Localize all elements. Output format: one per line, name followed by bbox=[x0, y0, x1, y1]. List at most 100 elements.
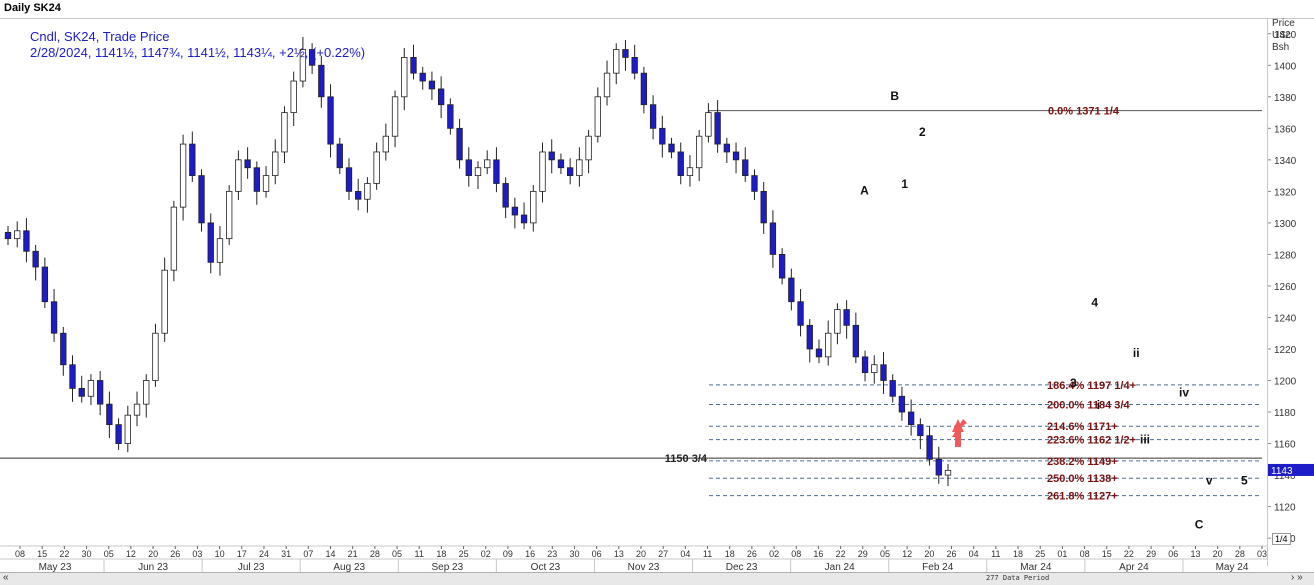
chart-title-bar: Daily SK24 bbox=[0, 0, 1314, 19]
candle-body bbox=[797, 301, 804, 326]
candle-up bbox=[539, 142, 546, 203]
date-tick-label: 24 bbox=[259, 549, 269, 559]
date-tick-label: 03 bbox=[192, 549, 202, 559]
candle-body bbox=[714, 112, 721, 145]
date-tick-label: 26 bbox=[747, 549, 757, 559]
candle-down bbox=[797, 289, 804, 337]
candle-up bbox=[585, 129, 592, 174]
legend-study: Cndl, SK24, Trade Price bbox=[30, 29, 170, 44]
candle-down bbox=[557, 153, 565, 175]
candle-body bbox=[907, 411, 915, 426]
wave-label: ii bbox=[1133, 346, 1140, 360]
wave-label: C bbox=[1195, 518, 1204, 532]
candle-body bbox=[170, 206, 178, 271]
candle-body bbox=[299, 49, 307, 82]
candle-body bbox=[198, 175, 205, 224]
y-tick-label: 1120 bbox=[1274, 503, 1296, 514]
subpanel-label[interactable]: 1/4 bbox=[1272, 533, 1291, 545]
candle-down bbox=[4, 226, 12, 245]
candle-body bbox=[880, 364, 887, 381]
scroll-bar[interactable] bbox=[0, 572, 1314, 585]
candle-up bbox=[834, 303, 841, 345]
date-tick-label: 09 bbox=[503, 549, 513, 559]
candle-body bbox=[152, 332, 159, 381]
candle-body bbox=[401, 57, 408, 98]
candle-down bbox=[50, 289, 58, 342]
chart-title: Daily SK24 bbox=[4, 2, 61, 14]
candle-body bbox=[631, 57, 638, 74]
candle-up bbox=[603, 60, 611, 106]
y-tick-label: 1280 bbox=[1274, 250, 1297, 261]
date-tick-label: 26 bbox=[946, 549, 956, 559]
candle-up bbox=[170, 200, 178, 282]
candle-body bbox=[41, 266, 49, 303]
price-axis-title: USc bbox=[1272, 30, 1291, 41]
candle-up bbox=[484, 150, 491, 175]
candle-down bbox=[880, 352, 887, 394]
candle-body bbox=[548, 151, 555, 161]
candle-down bbox=[668, 137, 675, 159]
wave-label: 1 bbox=[901, 177, 908, 191]
scroll-left-icon[interactable]: « bbox=[3, 572, 9, 583]
candle-down bbox=[935, 446, 942, 484]
date-tick-label: 31 bbox=[281, 549, 291, 559]
candle-up bbox=[373, 142, 380, 190]
date-tick-label: 20 bbox=[924, 549, 934, 559]
candle-body bbox=[428, 80, 436, 90]
candle-body bbox=[207, 222, 214, 263]
candle-up bbox=[179, 134, 187, 221]
candle-body bbox=[23, 230, 30, 252]
date-tick-label: 08 bbox=[15, 549, 25, 559]
date-tick-label: 20 bbox=[1213, 549, 1223, 559]
month-label: Apr 24 bbox=[1119, 562, 1149, 573]
date-tick-label: 05 bbox=[104, 549, 114, 559]
y-tick-label: 1320 bbox=[1274, 187, 1297, 198]
price-levels: 1150 3/4 0.0% 1371 1/4 186.4% 1197 1/4+ 200… bbox=[0, 106, 1262, 503]
candle-body bbox=[419, 72, 426, 82]
candle-body bbox=[557, 159, 565, 169]
candle-body bbox=[585, 135, 592, 161]
y-tick-label: 1180 bbox=[1274, 408, 1296, 419]
candle-down bbox=[78, 375, 85, 403]
date-tick-label: 01 bbox=[1057, 549, 1067, 559]
candle-down bbox=[806, 319, 813, 363]
month-label: Nov 23 bbox=[628, 562, 660, 573]
candle-down bbox=[732, 142, 740, 174]
y-tick-label: 1360 bbox=[1274, 124, 1297, 135]
candle-body bbox=[308, 49, 316, 66]
candle-body bbox=[686, 167, 694, 177]
date-tick-label: 18 bbox=[725, 549, 735, 559]
candle-down bbox=[778, 248, 786, 285]
candle-body bbox=[594, 96, 601, 137]
month-label: Jan 24 bbox=[825, 562, 855, 573]
date-tick-label: 26 bbox=[170, 549, 180, 559]
candle-body bbox=[87, 380, 95, 397]
wave-label: v bbox=[1206, 474, 1213, 488]
candle-body bbox=[484, 159, 491, 169]
candle-body bbox=[566, 167, 574, 177]
date-tick-label: 29 bbox=[858, 549, 868, 559]
candle-down bbox=[677, 142, 684, 185]
candle-down bbox=[198, 169, 205, 232]
date-tick-label: 11 bbox=[991, 549, 1000, 559]
y-tick-label: 1240 bbox=[1274, 313, 1297, 324]
candle-body bbox=[290, 80, 297, 113]
scroll-right-icon[interactable]: › » bbox=[1291, 572, 1303, 583]
candle-body bbox=[106, 403, 113, 426]
date-tick-label: 03 bbox=[1257, 549, 1267, 559]
price-axis-panel[interactable] bbox=[1267, 18, 1314, 566]
month-label: Sep 23 bbox=[431, 562, 463, 573]
candle-down bbox=[843, 300, 850, 339]
candle-down bbox=[465, 147, 472, 187]
date-tick-label: 22 bbox=[1124, 549, 1134, 559]
candle-body bbox=[189, 143, 196, 177]
date-tick-label: 18 bbox=[1013, 549, 1023, 559]
candle-body bbox=[751, 175, 758, 192]
candle-body bbox=[78, 387, 85, 397]
candle-body bbox=[659, 127, 666, 145]
wave-label: 5 bbox=[1241, 474, 1248, 488]
candle-body bbox=[742, 159, 749, 177]
candle-body bbox=[926, 435, 933, 460]
candle-up bbox=[401, 47, 408, 111]
